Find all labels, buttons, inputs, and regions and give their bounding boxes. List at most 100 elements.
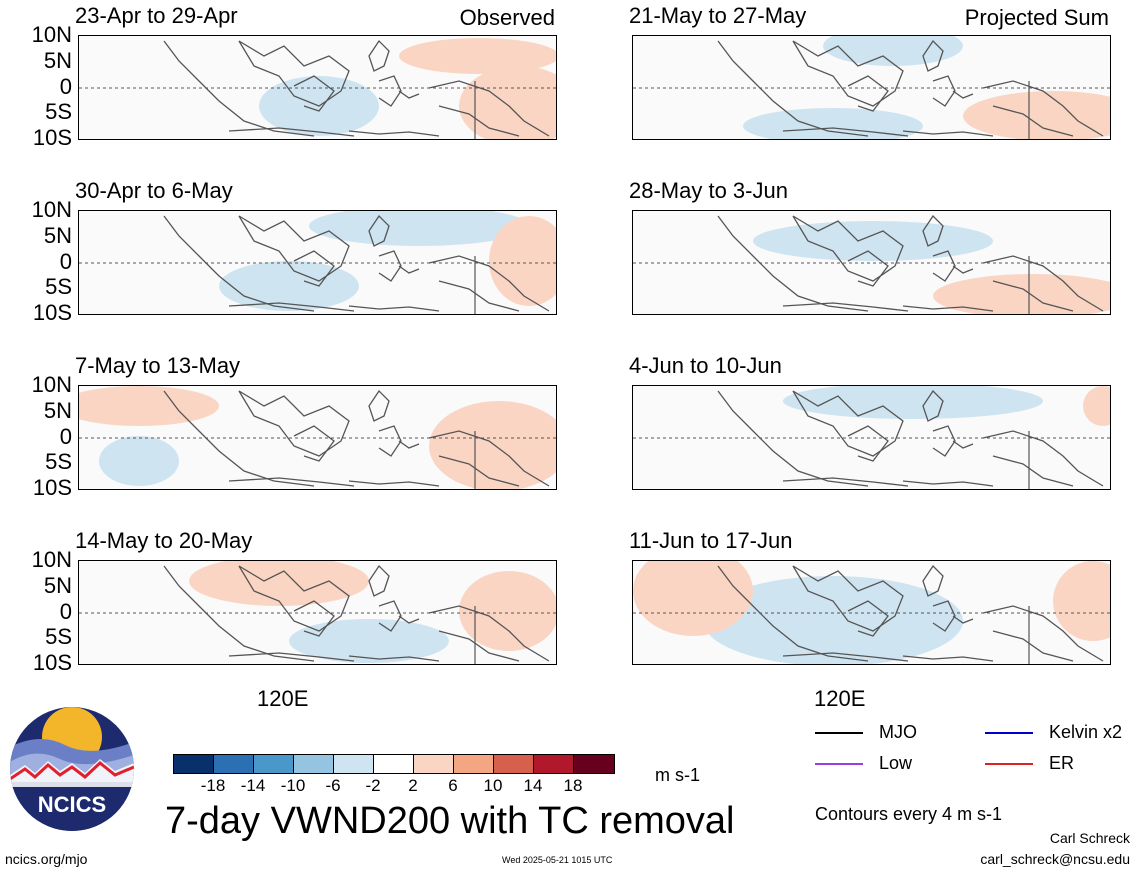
anomaly-shading: [429, 401, 556, 489]
coastline: [847, 600, 889, 637]
panel-title: 11-Jun to 17-Jun: [629, 528, 793, 553]
legend-item-kelvin: Kelvin x2: [985, 722, 1122, 743]
coastline: [368, 564, 390, 597]
anomaly-shading: [1083, 386, 1110, 426]
colorbar-swatch: [254, 755, 294, 773]
colorbar-tick-label: 2: [408, 776, 418, 795]
map-panel: [78, 210, 557, 315]
panel-title: 23-Apr to 29-Apr: [75, 3, 238, 28]
coastline: [438, 630, 520, 662]
coastline: [902, 655, 994, 662]
colorbar-tick-label: -18: [200, 776, 226, 795]
colorbar: [173, 754, 615, 774]
logo-text: NCICS: [38, 792, 106, 817]
coastline: [348, 305, 440, 312]
coastline: [378, 600, 402, 632]
coastline: [932, 425, 956, 457]
anomaly-shading: [933, 274, 1110, 314]
coastline: [717, 565, 869, 662]
anomaly-shading: [459, 66, 556, 139]
panel-title: 14-May to 20-May: [75, 528, 253, 553]
coastline: [238, 40, 350, 107]
anomaly-shading: [823, 36, 963, 66]
coastline: [982, 255, 1104, 312]
coastline: [163, 215, 315, 312]
author-email[interactable]: carl_schreck@ncsu.edu: [980, 851, 1130, 867]
colorbar-swatch: [334, 755, 374, 773]
legend-item-er: ER: [985, 753, 1074, 774]
coastline: [228, 477, 355, 487]
x-tick-label-left: 120E: [257, 686, 309, 711]
coastline: [438, 280, 520, 312]
anomaly-shading: [79, 386, 219, 426]
coastline: [922, 564, 944, 597]
coastline: [398, 265, 420, 274]
colorbar-tick-label: 6: [448, 776, 458, 795]
coastline: [428, 430, 550, 487]
panel-title: 28-May to 3-Jun: [629, 178, 788, 203]
colorbar-swatch: [294, 755, 334, 773]
coastline: [902, 130, 994, 137]
colorbar-units: m s-1: [655, 765, 700, 785]
site-url[interactable]: ncics.org/mjo: [5, 851, 88, 867]
coastline: [228, 302, 355, 312]
coastline: [992, 455, 1074, 487]
coastline: [368, 389, 390, 422]
coastline: [932, 600, 956, 632]
legend-label-low: Low: [879, 753, 913, 773]
coastline: [922, 214, 944, 247]
legend-swatch-er: [985, 762, 1033, 765]
y-tick-label: 5N: [43, 222, 72, 248]
coastline: [163, 565, 315, 662]
coastline: [982, 430, 1104, 487]
y-tick-label: 10S: [32, 650, 72, 675]
contours-note: Contours every 4 m s-1: [815, 804, 1003, 824]
y-tick-label: 0: [59, 73, 72, 99]
colorbar-swatch: [494, 755, 534, 773]
anomaly-shading: [399, 38, 556, 74]
coastline: [293, 425, 335, 462]
coastline: [163, 390, 315, 487]
y-tick-label: 0: [59, 248, 72, 274]
coastline: [368, 214, 390, 247]
map-panel: [632, 385, 1111, 490]
coastline: [378, 425, 402, 457]
panel-title: 21-May to 27-May: [629, 3, 807, 28]
legend-swatch-kelvin: [985, 731, 1033, 734]
map-panel: [632, 210, 1111, 315]
colorbar-swatch: [534, 755, 574, 773]
colorbar-tick-label: -14: [240, 776, 266, 795]
coastline: [228, 652, 355, 662]
coastline: [428, 80, 550, 137]
coastline: [847, 425, 889, 462]
coastline: [932, 75, 956, 107]
panel-title: 30-Apr to 6-May: [75, 178, 233, 203]
y-tick-label: 10N: [31, 22, 72, 47]
y-tick-label: 0: [59, 598, 72, 624]
coastline: [238, 565, 350, 632]
coastline: [792, 390, 904, 457]
colorbar-swatch: [214, 755, 254, 773]
y-tick-label: 10N: [31, 547, 72, 572]
y-tick-label: 5S: [45, 274, 72, 300]
coastline: [847, 75, 889, 112]
y-tick-label: 5N: [43, 572, 72, 598]
legend-label-er: ER: [1049, 753, 1075, 773]
x-tick-label-right: 120E: [814, 686, 866, 711]
anomaly-shading: [633, 561, 753, 636]
colorbar-tick-label: -2: [365, 776, 381, 795]
colorbar-swatch: [454, 755, 494, 773]
anomaly-shading: [99, 436, 179, 486]
legend-swatch-mjo: [815, 731, 863, 734]
y-tick-label: 10N: [31, 372, 72, 397]
coastline: [782, 477, 909, 487]
coastline: [982, 80, 1104, 137]
anomaly-shading: [783, 386, 1043, 419]
coastline: [952, 90, 974, 99]
coastline: [348, 655, 440, 662]
y-tick-label: 5N: [43, 47, 72, 73]
y-tick-label: 5N: [43, 397, 72, 423]
coastline: [293, 600, 335, 637]
y-tick-label: 5S: [45, 449, 72, 475]
coastline: [982, 605, 1104, 662]
